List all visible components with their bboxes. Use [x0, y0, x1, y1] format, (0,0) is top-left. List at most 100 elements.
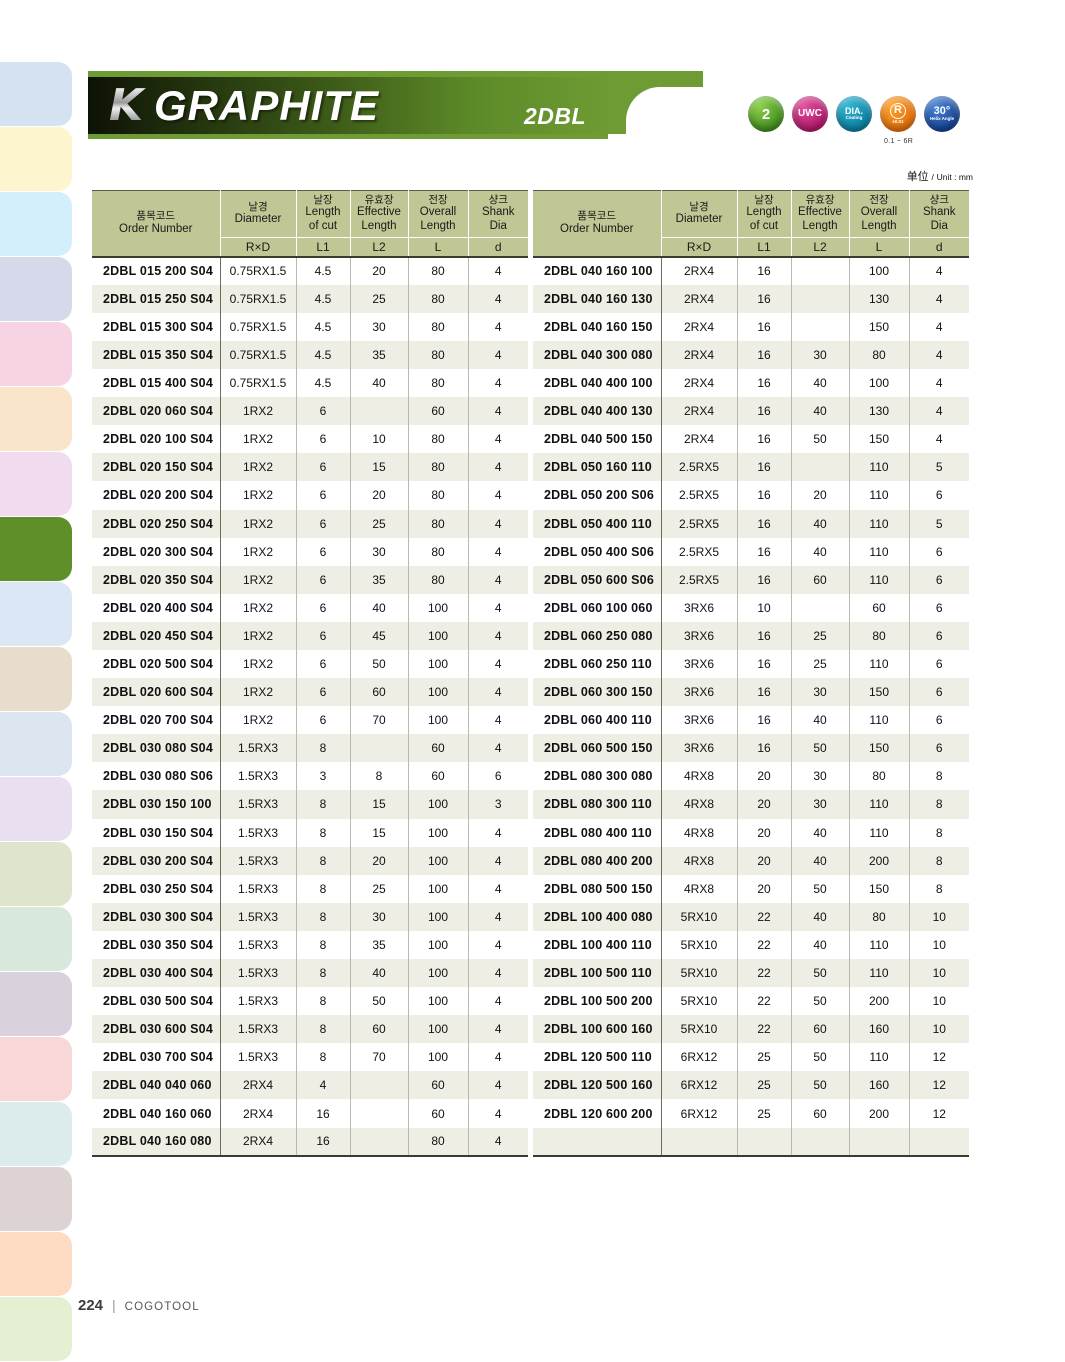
cell-d: 12: [908, 1043, 969, 1072]
side-tab-7-active[interactable]: [0, 517, 72, 581]
cell-l: 160: [849, 1071, 910, 1100]
cell-dia: 2RX4: [220, 1099, 297, 1128]
dia-coating-badge: DIA. Coating: [836, 96, 872, 132]
radius-tolerance-badge-label: R: [890, 103, 906, 120]
side-tab-11[interactable]: [0, 777, 72, 841]
cell-d: 6: [908, 481, 969, 510]
cell-l: 100: [408, 790, 469, 819]
cell-order: 2DBL 020 060 S04: [92, 397, 221, 426]
cell-l1: 20: [737, 874, 792, 903]
cell-d: 8: [908, 818, 969, 847]
cell-order: 2DBL 040 160 150: [533, 312, 662, 341]
cell-l: 110: [849, 818, 910, 847]
table-row: 2DBL 030 500 S04 1.5RX3 8 50 100 4: [92, 987, 528, 1016]
cell-l1: [737, 1127, 792, 1157]
cell-order: 2DBL 020 600 S04: [92, 678, 221, 707]
side-tab-2[interactable]: [0, 192, 72, 256]
cell-d: 10: [908, 902, 969, 931]
cell-l1: 8: [296, 790, 351, 819]
cell-dia: 2.5RX5: [661, 453, 738, 482]
unit-note-en: Unit : mm: [936, 172, 973, 182]
side-tab-18[interactable]: [0, 1232, 72, 1296]
cell-l: 130: [849, 397, 910, 426]
th-overall-en2: Length: [420, 219, 456, 232]
side-tab-13[interactable]: [0, 907, 72, 971]
cell-l2: 25: [791, 649, 850, 679]
cell-d: 4: [908, 255, 969, 285]
cell-dia: 4RX8: [661, 818, 738, 847]
table-row: 2DBL 060 300 150 3RX6 16 30 150 6: [533, 678, 969, 707]
product-banner: K GRAPHITE 2DBL: [88, 77, 608, 134]
cell-order: 2DBL 020 200 S04: [92, 481, 221, 510]
cell-l1: 4.5: [296, 284, 351, 313]
table-row: 2DBL 030 600 S04 1.5RX3 8 60 100 4: [92, 1015, 528, 1044]
cell-order: 2DBL 020 450 S04: [92, 621, 221, 650]
cell-l2: [791, 312, 850, 341]
side-tab-9[interactable]: [0, 647, 72, 711]
th-overall-length: 전장 Overall Length: [849, 190, 910, 237]
cell-l2: 50: [791, 1071, 850, 1100]
side-tab-3[interactable]: [0, 257, 72, 321]
side-tab-1[interactable]: [0, 127, 72, 191]
th-order-number: 품목코드 Order Number: [92, 189, 221, 257]
cell-dia: 1RX2: [220, 509, 297, 538]
side-tab-10[interactable]: [0, 712, 72, 776]
cell-dia: 3RX6: [661, 649, 738, 679]
cell-order: 2DBL 020 500 S04: [92, 649, 221, 679]
th-loc-en2: of cut: [749, 219, 779, 232]
cell-l1: 16: [737, 565, 792, 594]
cell-l2: 60: [350, 678, 409, 707]
side-tab-19[interactable]: [0, 1297, 72, 1361]
cell-l: 80: [408, 312, 469, 341]
cell-l2: 25: [350, 284, 409, 313]
cell-order: 2DBL 020 350 S04: [92, 565, 221, 594]
side-tab-8[interactable]: [0, 582, 72, 646]
cell-dia: 0.75RX1.5: [220, 312, 297, 341]
cell-dia: 5RX10: [661, 930, 738, 959]
side-tab-4[interactable]: [0, 322, 72, 386]
cell-order: 2DBL 020 250 S04: [92, 509, 221, 538]
cell-order: 2DBL 020 700 S04: [92, 706, 221, 735]
th-overall-kr: 전장: [869, 194, 889, 206]
cell-dia: 4RX8: [661, 874, 738, 903]
table-row: 2DBL 040 160 100 2RX4 16 100 4: [533, 255, 969, 285]
table-row: 2DBL 040 300 080 2RX4 16 30 80 4: [533, 340, 969, 370]
cell-l2: 40: [350, 959, 409, 988]
cell-order: 2DBL 100 600 160: [533, 1015, 662, 1044]
cell-dia: [661, 1127, 738, 1157]
cell-dia: 1.5RX3: [220, 1043, 297, 1072]
cell-order: 2DBL 030 080 S06: [92, 762, 221, 791]
cell-order: 2DBL 030 300 S04: [92, 902, 221, 931]
cell-d: 4: [908, 284, 969, 313]
helix-angle-badge: 30° Helix Angle: [924, 96, 960, 132]
cell-dia: 1RX2: [220, 593, 297, 622]
side-tab-14[interactable]: [0, 972, 72, 1036]
side-tab-16[interactable]: [0, 1102, 72, 1166]
cell-dia: 2.5RX5: [661, 481, 738, 510]
cell-dia: 2.5RX5: [661, 537, 738, 566]
cell-dia: 2RX4: [661, 369, 738, 398]
cell-l2: 40: [791, 846, 850, 875]
cell-d: 5: [908, 453, 969, 482]
cell-l1: 4.5: [296, 312, 351, 341]
cell-l1: 16: [737, 255, 792, 285]
cell-dia: 1.5RX3: [220, 987, 297, 1016]
cell-dia: 2RX4: [220, 1127, 297, 1157]
th-diameter-en: Diameter: [234, 213, 282, 226]
cell-dia: 1.5RX3: [220, 930, 297, 959]
side-tab-17[interactable]: [0, 1167, 72, 1231]
side-tab-12[interactable]: [0, 842, 72, 906]
side-tab-0[interactable]: [0, 62, 72, 126]
cell-d: 4: [467, 874, 528, 903]
th-diameter: 날경 Diameter: [220, 190, 297, 237]
th-sym-l1: L1: [296, 236, 351, 257]
th-overall-kr: 전장: [428, 194, 448, 206]
cell-l2: [350, 397, 409, 426]
side-tab-6[interactable]: [0, 452, 72, 516]
side-tab-15[interactable]: [0, 1037, 72, 1101]
banner-tail-shape: [608, 77, 703, 134]
table-header-right: 품목코드 Order Number 날경 Diameter 날장 Length …: [533, 189, 969, 257]
side-tab-5[interactable]: [0, 387, 72, 451]
cell-l: 100: [408, 621, 469, 650]
cell-l: 100: [408, 930, 469, 959]
